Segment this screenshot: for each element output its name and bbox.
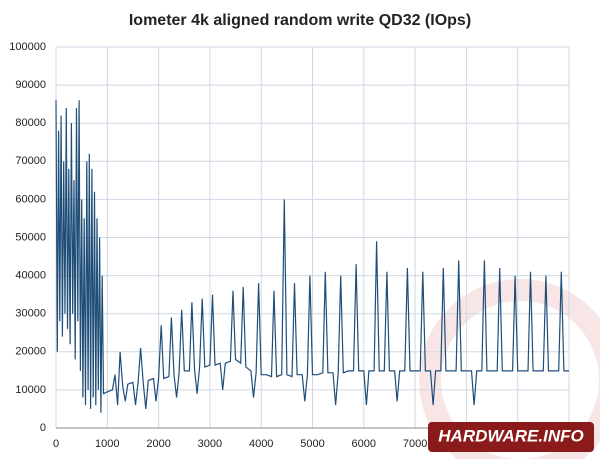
x-tick-label: 7000 [403,438,427,450]
x-tick-label: 4000 [249,438,273,450]
logo-watermark [419,279,600,459]
plot [55,100,569,413]
watermark-box [428,422,594,452]
y-tick-label: 40000 [15,270,46,282]
x-tick-label: 5000 [300,438,324,450]
y-tick-label: 0 [40,422,46,434]
x-tick-label: 3000 [198,438,222,450]
y-tick-label: 60000 [15,193,46,205]
x-tick-label: 1000 [95,438,119,450]
y-tick-label: 90000 [15,79,46,91]
y-tick-label: 30000 [15,308,46,320]
chart-title: Iometer 4k aligned random write QD32 (IO… [129,12,471,29]
y-tick-label: 50000 [15,231,46,243]
x-tick-label: 0 [53,438,59,450]
y-tick-label: 100000 [9,41,46,53]
x-tick-label: 2000 [146,438,170,450]
y-tick-label: 80000 [15,117,46,129]
y-tick-label: 20000 [15,346,46,358]
y-tick-label: 10000 [15,384,46,396]
y-tick-label: 70000 [15,155,46,167]
x-tick-label: 6000 [352,438,376,450]
line-series [55,100,569,413]
watermark: HARDWARE.INFO [438,426,583,445]
